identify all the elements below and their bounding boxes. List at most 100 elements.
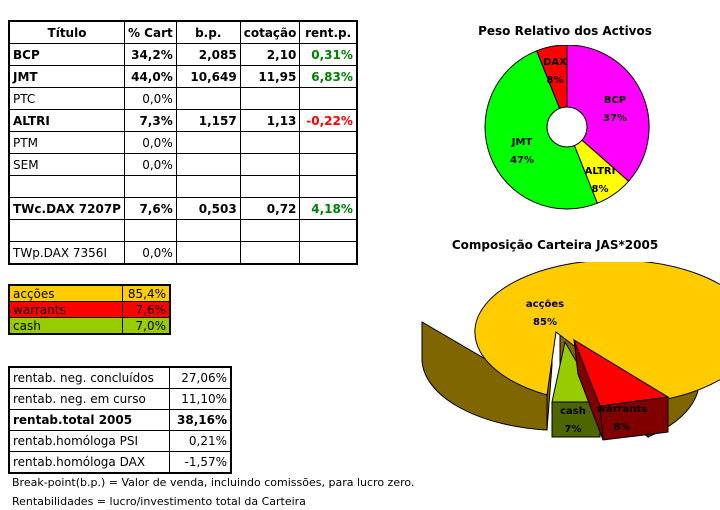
label-altri: ALTRI	[585, 166, 616, 177]
label-jmt: JMT	[511, 137, 533, 148]
returns-row: rentab.homóloga DAX -1,57%	[8, 451, 232, 474]
slice-jmt	[484, 50, 598, 210]
cell-rent: 6,83%	[299, 65, 358, 88]
cell-cotacao	[239, 87, 301, 110]
slice-dax	[536, 45, 568, 128]
table-row: JMT 44,0% 10,649 11,95 6,83%	[8, 65, 358, 88]
header-titulo: Título	[8, 20, 125, 44]
cell-rent	[299, 241, 358, 265]
composition-row-warrants: warrants 7,6%	[8, 301, 171, 318]
table-row: PTC 0,0%	[8, 87, 358, 110]
cell-rent	[299, 219, 358, 242]
table-row: ALTRI 7,3% 1,157 1,13 -0,22%	[8, 109, 358, 132]
cell-cart: 0,0%	[123, 87, 177, 110]
cell-rent	[299, 131, 358, 154]
cell-rent: 0,31%	[299, 43, 358, 66]
composition-value: 7,0%	[121, 317, 171, 335]
pct-cash: 7%	[565, 424, 582, 435]
cell-titulo	[8, 219, 125, 242]
composition-value: 85,4%	[121, 284, 171, 302]
header-rent: rent.p.	[299, 20, 358, 44]
header-bp: b.p.	[175, 20, 241, 44]
returns-label: rentab.homóloga PSI	[8, 430, 170, 452]
label-accoes: acções	[526, 299, 564, 310]
cell-titulo: TWp.DAX 7356I	[8, 241, 125, 265]
composition-value: 7,6%	[121, 301, 171, 318]
cell-cotacao: 1,13	[239, 109, 301, 132]
cell-titulo: BCP	[8, 43, 125, 66]
chart-title-peso-relativo: Peso Relativo dos Activos	[478, 24, 652, 38]
table-row: SEM 0,0%	[8, 153, 358, 176]
returns-table: rentab. neg. concluídos 27,06% rentab. n…	[8, 366, 232, 474]
cell-bp	[175, 219, 241, 242]
table-row-empty	[8, 175, 358, 198]
pct-jmt: 47%	[510, 155, 534, 166]
returns-row: rentab. neg. concluídos 27,06%	[8, 366, 232, 389]
cell-cart	[123, 219, 177, 242]
cell-bp	[175, 87, 241, 110]
cell-rent: -0,22%	[299, 109, 358, 132]
table-row: BCP 34,2% 2,085 2,10 0,31%	[8, 43, 358, 66]
table-row: TWp.DAX 7356I 0,0%	[8, 241, 358, 265]
composition-row-accoes: acções 85,4%	[8, 284, 171, 302]
cell-cart: 0,0%	[123, 241, 177, 265]
slice-accoes	[474, 262, 720, 403]
returns-label: rentab.homóloga DAX	[8, 451, 170, 474]
returns-label: rentab. neg. concluídos	[8, 366, 170, 389]
table-row: PTM 0,0%	[8, 131, 358, 154]
cell-cart: 34,2%	[123, 43, 177, 66]
cell-bp	[175, 241, 241, 265]
table-row-empty	[8, 219, 358, 242]
label-dax: DAX	[543, 57, 567, 68]
pct-bcp: 37%	[603, 113, 627, 124]
cell-cotacao	[239, 219, 301, 242]
cell-cotacao	[239, 153, 301, 176]
cell-cart: 44,0%	[123, 65, 177, 88]
note-rentabilidades: Rentabilidades = lucro/investimento tota…	[12, 495, 306, 508]
cell-titulo: PTM	[8, 131, 125, 154]
cell-titulo: TWc.DAX 7207P	[8, 197, 125, 220]
cell-cotacao: 2,10	[239, 43, 301, 66]
cell-cotacao	[239, 131, 301, 154]
cell-cotacao: 11,95	[239, 65, 301, 88]
returns-value: 11,10%	[168, 388, 232, 410]
doughnut-hole	[546, 106, 588, 148]
cell-bp: 0,503	[175, 197, 241, 220]
cell-bp	[175, 175, 241, 198]
cell-cotacao	[239, 175, 301, 198]
cell-cotacao: 0,72	[239, 197, 301, 220]
header-cart: % Cart	[123, 20, 177, 44]
pct-altri: 8%	[592, 184, 609, 195]
table-row: TWc.DAX 7207P 7,6% 0,503 0,72 4,18%	[8, 197, 358, 220]
label-cash: cash	[560, 406, 586, 417]
cell-bp	[175, 131, 241, 154]
pie3d-chart: acções 85% cash 7% warrants 8%	[421, 262, 720, 441]
composition-label: cash	[8, 317, 123, 335]
label-bcp: BCP	[604, 95, 626, 106]
composition-table: acções 85,4% warrants 7,6% cash 7,0%	[8, 284, 171, 335]
cell-bp: 1,157	[175, 109, 241, 132]
returns-label: rentab. neg. em curso	[8, 388, 170, 410]
pct-accoes: 85%	[533, 317, 557, 328]
cell-bp	[175, 153, 241, 176]
cell-cart: 0,0%	[123, 131, 177, 154]
composition-label: acções	[8, 284, 123, 302]
doughnut-chart: DAX 8% BCP 37% ALTRI 8% JMT 47%	[484, 45, 650, 210]
pct-warrants: 8%	[614, 422, 631, 433]
returns-value: -1,57%	[168, 451, 232, 474]
cell-cart: 7,6%	[123, 197, 177, 220]
cell-rent: 4,18%	[299, 197, 358, 220]
cell-cart: 0,0%	[123, 153, 177, 176]
cell-titulo: SEM	[8, 153, 125, 176]
composition-row-cash: cash 7,0%	[8, 317, 171, 335]
slice-warrants	[572, 338, 670, 407]
returns-value: 38,16%	[168, 409, 232, 431]
cell-titulo: ALTRI	[8, 109, 125, 132]
holdings-table: Título % Cart b.p. cotação rent.p. BCP 3…	[8, 20, 358, 265]
composition-label: warrants	[8, 301, 123, 318]
header-cotacao: cotação	[239, 20, 301, 44]
cell-titulo: JMT	[8, 65, 125, 88]
cell-cotacao	[239, 241, 301, 265]
returns-value: 27,06%	[168, 366, 232, 389]
cell-bp: 2,085	[175, 43, 241, 66]
